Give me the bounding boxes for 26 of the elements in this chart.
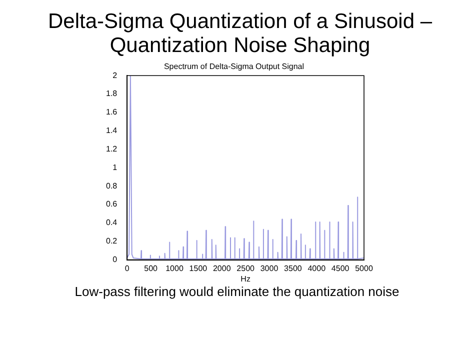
y-tick-label: 0.6 bbox=[106, 200, 118, 209]
x-tick-label: 4000 bbox=[308, 264, 326, 273]
x-axis-title: Hz bbox=[240, 274, 250, 284]
y-tick-label: 1 bbox=[112, 162, 118, 172]
y-tick-label: 0.4 bbox=[106, 218, 118, 228]
y-tick-label: 0.8 bbox=[106, 181, 118, 190]
y-tick-label: 1.2 bbox=[106, 144, 118, 154]
y-tick-label: 0.2 bbox=[106, 236, 118, 246]
x-tick-label: 1500 bbox=[189, 264, 208, 273]
y-tick-label: 1.8 bbox=[106, 89, 118, 98]
text: Low-pass filtering would eliminate the quantization noise bbox=[74, 284, 400, 299]
x-tick-label: 0 bbox=[124, 264, 130, 273]
x-tick-label: 500 bbox=[144, 264, 158, 273]
y-tick-label: 0 bbox=[112, 255, 118, 264]
x-tick-label: 4500 bbox=[331, 264, 350, 273]
x-tick-label: 3000 bbox=[260, 264, 279, 273]
x-tick-label: 2000 bbox=[212, 264, 232, 273]
x-tick-label: 2500 bbox=[236, 264, 256, 273]
chart-subtitle: Spectrum of Delta-Sigma Output Signal bbox=[164, 62, 304, 72]
x-tick-label: 5000 bbox=[355, 264, 374, 273]
chart-title: Delta-Sigma Quantization of a Sinusoid – Quantization Noise Shaping bbox=[46, 10, 434, 58]
y-tick-label: 2 bbox=[112, 70, 118, 80]
y-tick-label: 1.4 bbox=[106, 126, 118, 136]
x-tick-label: 1000 bbox=[166, 264, 184, 273]
y-tick-label: 1.6 bbox=[106, 108, 118, 117]
x-tick-label: 3500 bbox=[284, 264, 302, 273]
